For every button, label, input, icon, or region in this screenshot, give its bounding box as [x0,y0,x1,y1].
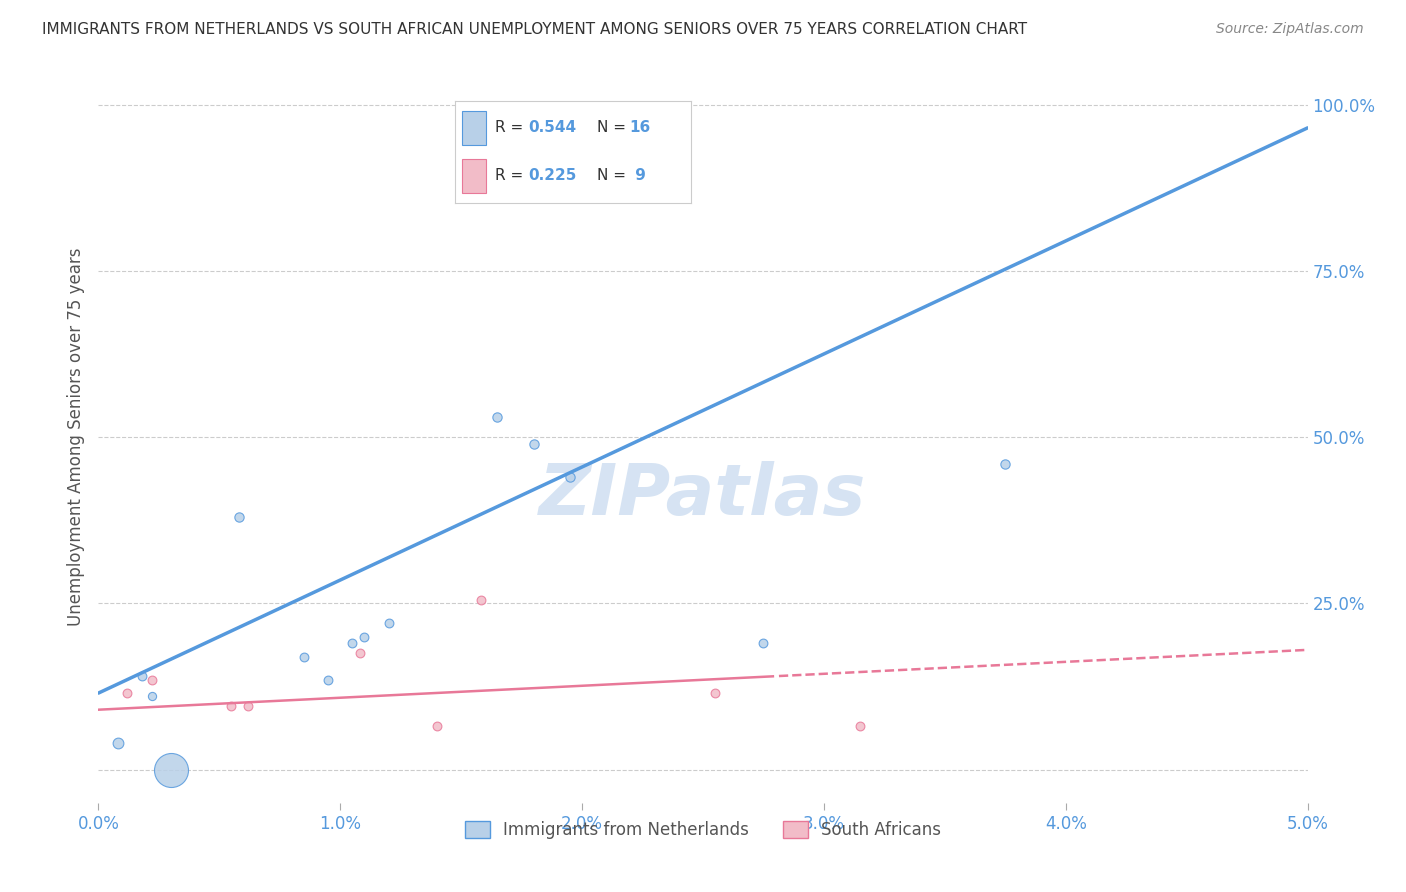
Legend: Immigrants from Netherlands, South Africans: Immigrants from Netherlands, South Afric… [458,814,948,846]
Point [141,690,163,704]
Point [752,636,775,650]
Point [655,114,678,128]
Point [316,673,339,687]
Text: ZIPatlas: ZIPatlas [540,461,866,530]
Point [221,699,243,714]
Point [704,686,727,700]
Point [353,630,375,644]
Point [342,636,364,650]
Y-axis label: Unemployment Among Seniors over 75 years: Unemployment Among Seniors over 75 years [66,248,84,626]
Point [994,457,1017,471]
Text: IMMIGRANTS FROM NETHERLANDS VS SOUTH AFRICAN UNEMPLOYMENT AMONG SENIORS OVER 75 : IMMIGRANTS FROM NETHERLANDS VS SOUTH AFR… [42,22,1028,37]
Text: Source: ZipAtlas.com: Source: ZipAtlas.com [1216,22,1364,37]
Point [292,649,315,664]
Point [558,470,581,484]
Point [131,669,153,683]
Point [141,673,163,687]
Point [117,686,139,700]
Point [486,410,509,425]
Point [349,646,371,660]
Point [377,616,399,631]
Point [426,719,449,733]
Point [523,436,546,450]
Point [160,763,183,777]
Point [228,509,250,524]
Point [238,699,260,714]
Point [470,593,492,607]
Point [107,736,129,750]
Point [849,719,872,733]
